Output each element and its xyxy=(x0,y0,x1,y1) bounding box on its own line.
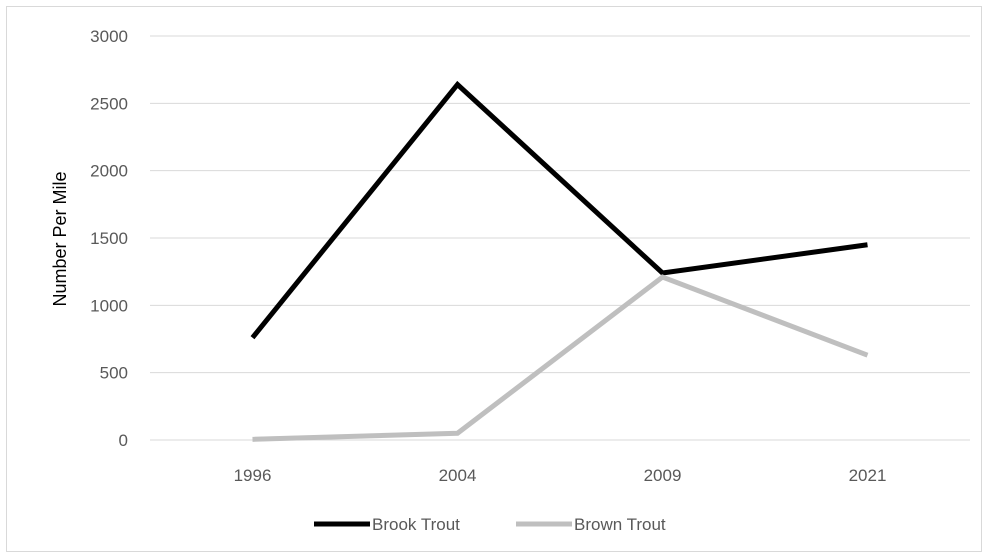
series-line-brown-trout xyxy=(252,274,869,442)
y-axis-title: Number Per Mile xyxy=(50,171,70,306)
series-lines xyxy=(250,80,869,442)
legend-label-brown-trout: Brown Trout xyxy=(574,515,666,534)
y-tick-label-0: 0 xyxy=(119,431,128,450)
x-tick-label-2009: 2009 xyxy=(644,466,682,485)
y-tick-label-1000: 1000 xyxy=(90,296,128,315)
chart-frame xyxy=(6,6,982,552)
gridlines xyxy=(150,35,970,441)
x-tick-label-1996: 1996 xyxy=(234,466,272,485)
series-line-brook-trout xyxy=(250,80,868,340)
y-tick-label-2000: 2000 xyxy=(90,162,128,181)
legend-label-brook-trout: Brook Trout xyxy=(372,515,460,534)
x-tick-labels: 1996 2004 2009 2021 xyxy=(234,466,887,485)
y-tick-label-3000: 3000 xyxy=(90,27,128,46)
x-tick-label-2004: 2004 xyxy=(439,466,477,485)
y-tick-labels: 0 500 1000 1500 2000 2500 3000 xyxy=(90,27,128,450)
y-tick-label-1500: 1500 xyxy=(90,229,128,248)
y-tick-label-2500: 2500 xyxy=(90,94,128,113)
x-tick-label-2021: 2021 xyxy=(849,466,887,485)
legend: Brook Trout Brown Trout xyxy=(314,515,666,534)
y-tick-label-500: 500 xyxy=(100,364,128,383)
